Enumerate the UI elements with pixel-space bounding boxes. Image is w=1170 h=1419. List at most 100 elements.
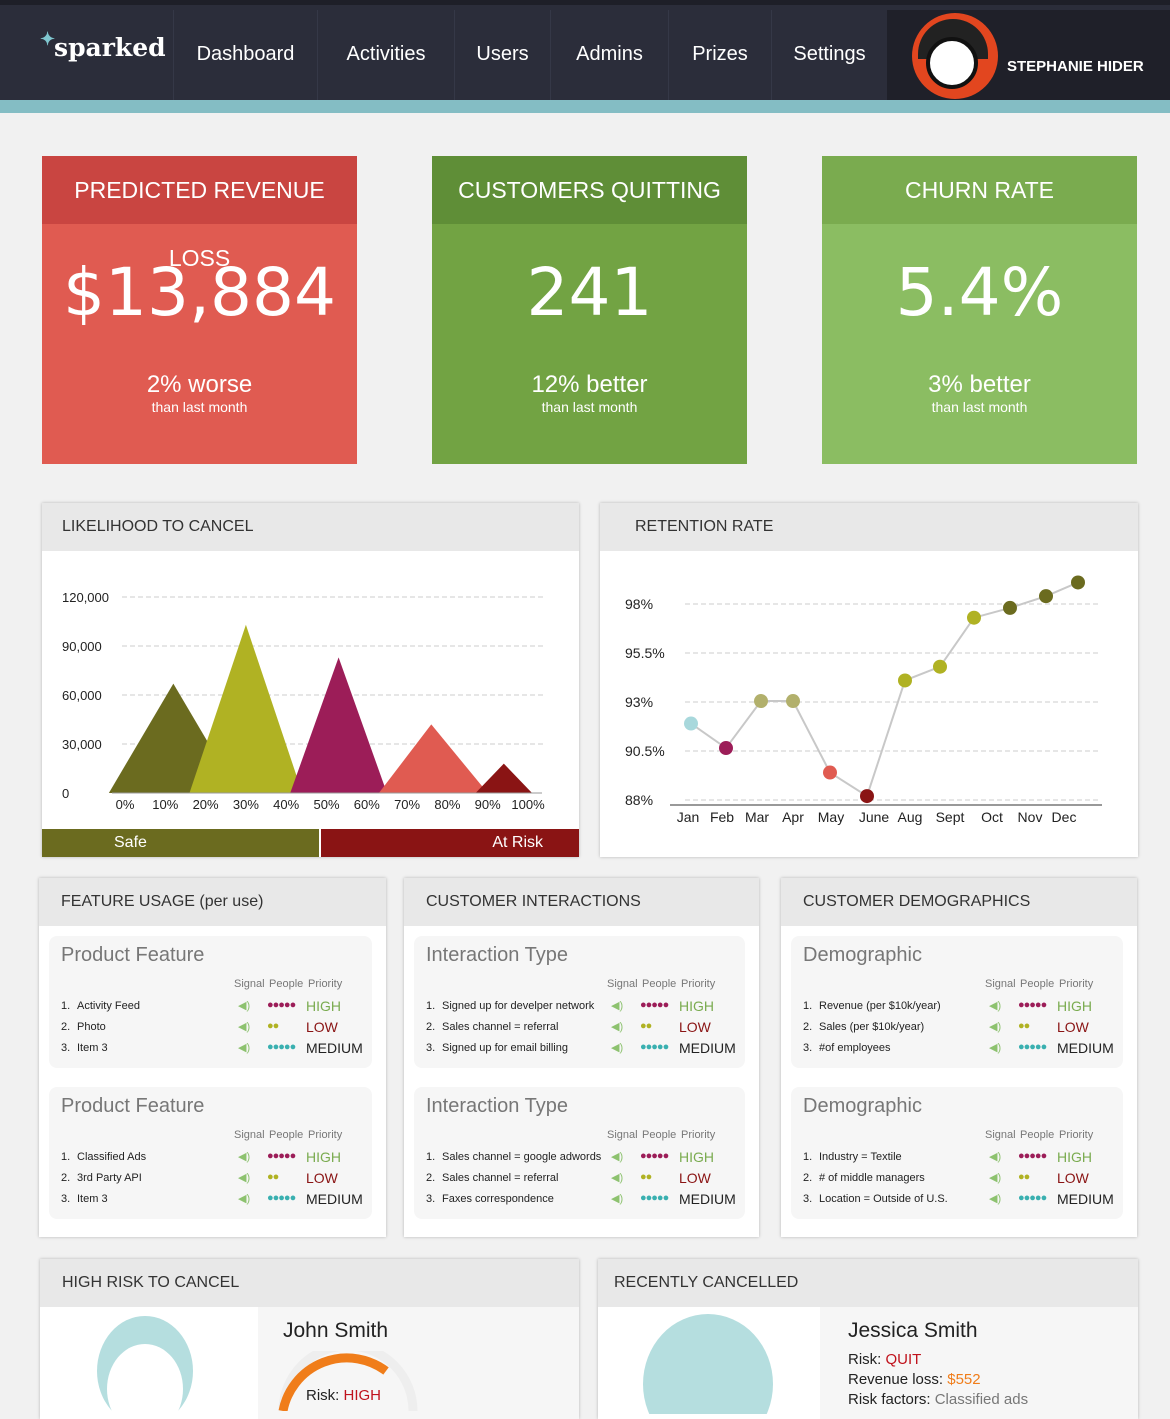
priority-label: MEDIUM <box>1057 1191 1114 1207</box>
list-item[interactable]: 1. Classified Ads ◀) ●●●●● HIGH <box>49 1149 372 1167</box>
speaker-icon: ◀) <box>611 1172 624 1184</box>
kpi-subtext: than last month <box>151 399 248 415</box>
col-priority: Priority <box>681 1129 716 1141</box>
people-icons: ●● <box>267 1171 279 1183</box>
x-tick-label: Apr <box>782 809 804 825</box>
kpi-value: 241 <box>526 254 653 331</box>
nav-item-dashboard[interactable]: Dashboard <box>173 10 317 105</box>
item-label: #of employees <box>819 1042 891 1054</box>
col-signal: Signal <box>985 1129 1016 1141</box>
item-number: 2. <box>803 1021 813 1033</box>
panel-title: RECENTLY CANCELLED <box>598 1259 1138 1307</box>
risk-gauge <box>278 1351 418 1411</box>
speaker-icon: ◀) <box>238 1000 251 1012</box>
kpi-customers-quitting: CUSTOMERS QUITTING 241 12% better than l… <box>432 156 747 464</box>
list-item[interactable]: 1. Sales channel = google adwords ◀) ●●●… <box>414 1149 745 1167</box>
male-avatar-icon <box>97 1316 193 1411</box>
speaker-icon: ◀) <box>611 1042 624 1054</box>
recently-cancelled-panel: RECENTLY CANCELLED Jessica Smith Risk: Q… <box>598 1259 1138 1419</box>
list-item[interactable]: 3. Item 3 ◀) ●●●●● MEDIUM <box>49 1191 372 1209</box>
revenue-loss-label: Revenue loss: <box>848 1371 944 1388</box>
list-item[interactable]: 3. Faxes correspondence ◀) ●●●●● MEDIUM <box>414 1191 745 1209</box>
list-item[interactable]: 3. Item 3 ◀) ●●●●● MEDIUM <box>49 1040 372 1058</box>
data-point <box>1039 589 1053 604</box>
list-item[interactable]: 2. # of middle managers ◀) ●● LOW <box>791 1170 1123 1188</box>
list-item[interactable]: 1. Activity Feed ◀) ●●●●● HIGH <box>49 998 372 1016</box>
user-menu[interactable]: STEPHANIE HIDER <box>887 10 1170 105</box>
speaker-icon: ◀) <box>611 1021 624 1033</box>
item-number: 1. <box>61 1151 71 1163</box>
list-item[interactable]: 2. 3rd Party API ◀) ●● LOW <box>49 1170 372 1188</box>
data-point <box>898 673 912 688</box>
item-label: Activity Feed <box>77 1000 140 1012</box>
list-item[interactable]: 1. Industry = Textile ◀) ●●●●● HIGH <box>791 1149 1123 1167</box>
data-point <box>823 765 837 780</box>
people-icons: ●●●●● <box>1018 1192 1047 1204</box>
list-item[interactable]: 2. Sales (per $10k/year) ◀) ●● LOW <box>791 1019 1123 1037</box>
area-s4 <box>378 724 488 793</box>
profile-card[interactable]: John Smith Risk: HIGH <box>258 1307 579 1419</box>
x-tick-label: 10% <box>152 797 178 812</box>
y-tick-label: 90,000 <box>62 639 102 654</box>
data-point <box>684 716 698 731</box>
y-tick-label: 90.5% <box>625 743 665 759</box>
female-avatar-icon <box>643 1314 773 1414</box>
priority-label: HIGH <box>306 998 341 1014</box>
x-tick-label: 20% <box>193 797 219 812</box>
speaker-icon: ◀) <box>989 1172 1002 1184</box>
list-item[interactable]: 2. Photo ◀) ●● LOW <box>49 1019 372 1037</box>
data-point <box>860 789 874 804</box>
list-item[interactable]: 2. Sales channel = referral ◀) ●● LOW <box>414 1019 745 1037</box>
priority-label: HIGH <box>1057 1149 1092 1165</box>
priority-label: HIGH <box>1057 998 1092 1014</box>
item-label: Signed up for develper network <box>442 1000 595 1012</box>
high-risk-panel: HIGH RISK TO CANCEL John Smith Risk: HIG… <box>40 1259 579 1419</box>
x-tick-label: Dec <box>1052 809 1077 825</box>
nav-item-settings[interactable]: Settings <box>771 10 887 105</box>
item-number: 3. <box>61 1193 71 1205</box>
list-item[interactable]: 1. Revenue (per $10k/year) ◀) ●●●●● HIGH <box>791 998 1123 1016</box>
speaker-icon: ◀) <box>611 1193 624 1205</box>
people-icons: ●●●●● <box>1018 1150 1047 1162</box>
priority-label: LOW <box>1057 1170 1089 1186</box>
people-icons: ●●●●● <box>267 1041 296 1053</box>
item-label: Faxes correspondence <box>442 1193 554 1205</box>
people-icons: ●●●●● <box>640 1041 669 1053</box>
col-people: People <box>269 1129 304 1141</box>
risk-label: Risk: <box>848 1351 882 1368</box>
sub-title: Product Feature <box>61 1095 205 1117</box>
priority-label: HIGH <box>679 998 714 1014</box>
nav-item-users[interactable]: Users <box>454 10 550 105</box>
speaker-icon: ◀) <box>238 1193 251 1205</box>
col-signal: Signal <box>985 978 1016 990</box>
nav-accent-strip <box>0 100 1170 113</box>
list-item[interactable]: 1. Signed up for develper network ◀) ●●●… <box>414 998 745 1016</box>
customer-name: Jessica Smith <box>848 1319 978 1342</box>
x-tick-label: Feb <box>710 809 734 825</box>
sub-title: Interaction Type <box>426 944 568 966</box>
priority-label: HIGH <box>679 1149 714 1165</box>
x-tick-label: 60% <box>354 797 380 812</box>
nav-item-activities[interactable]: Activities <box>317 10 454 105</box>
logo[interactable]: ✦ sparked <box>40 29 166 62</box>
item-number: 3. <box>803 1193 813 1205</box>
speaker-icon: ◀) <box>989 1042 1002 1054</box>
x-tick-label: 70% <box>394 797 420 812</box>
kpi-change: 2% worse <box>146 371 253 398</box>
data-point <box>967 610 981 625</box>
nav-item-prizes[interactable]: Prizes <box>668 10 771 105</box>
priority-label: MEDIUM <box>1057 1040 1114 1056</box>
list-item[interactable]: 3. Signed up for email billing ◀) ●●●●● … <box>414 1040 745 1058</box>
col-priority: Priority <box>308 1129 343 1141</box>
list-item[interactable]: 3. #of employees ◀) ●●●●● MEDIUM <box>791 1040 1123 1058</box>
y-tick-label: 60,000 <box>62 688 102 703</box>
kpi-change: 12% better <box>531 371 648 398</box>
y-tick-label: 30,000 <box>62 737 102 752</box>
speaker-icon: ◀) <box>611 1151 624 1163</box>
list-item[interactable]: 3. Location = Outside of U.S. ◀) ●●●●● M… <box>791 1191 1123 1209</box>
nav-item-admins[interactable]: Admins <box>550 10 668 105</box>
profile-card[interactable]: Jessica Smith Risk: QUIT Revenue loss: $… <box>820 1307 1138 1419</box>
y-tick-label: 93% <box>625 694 653 710</box>
col-people: People <box>1020 978 1055 990</box>
list-item[interactable]: 2. Sales channel = referral ◀) ●● LOW <box>414 1170 745 1188</box>
